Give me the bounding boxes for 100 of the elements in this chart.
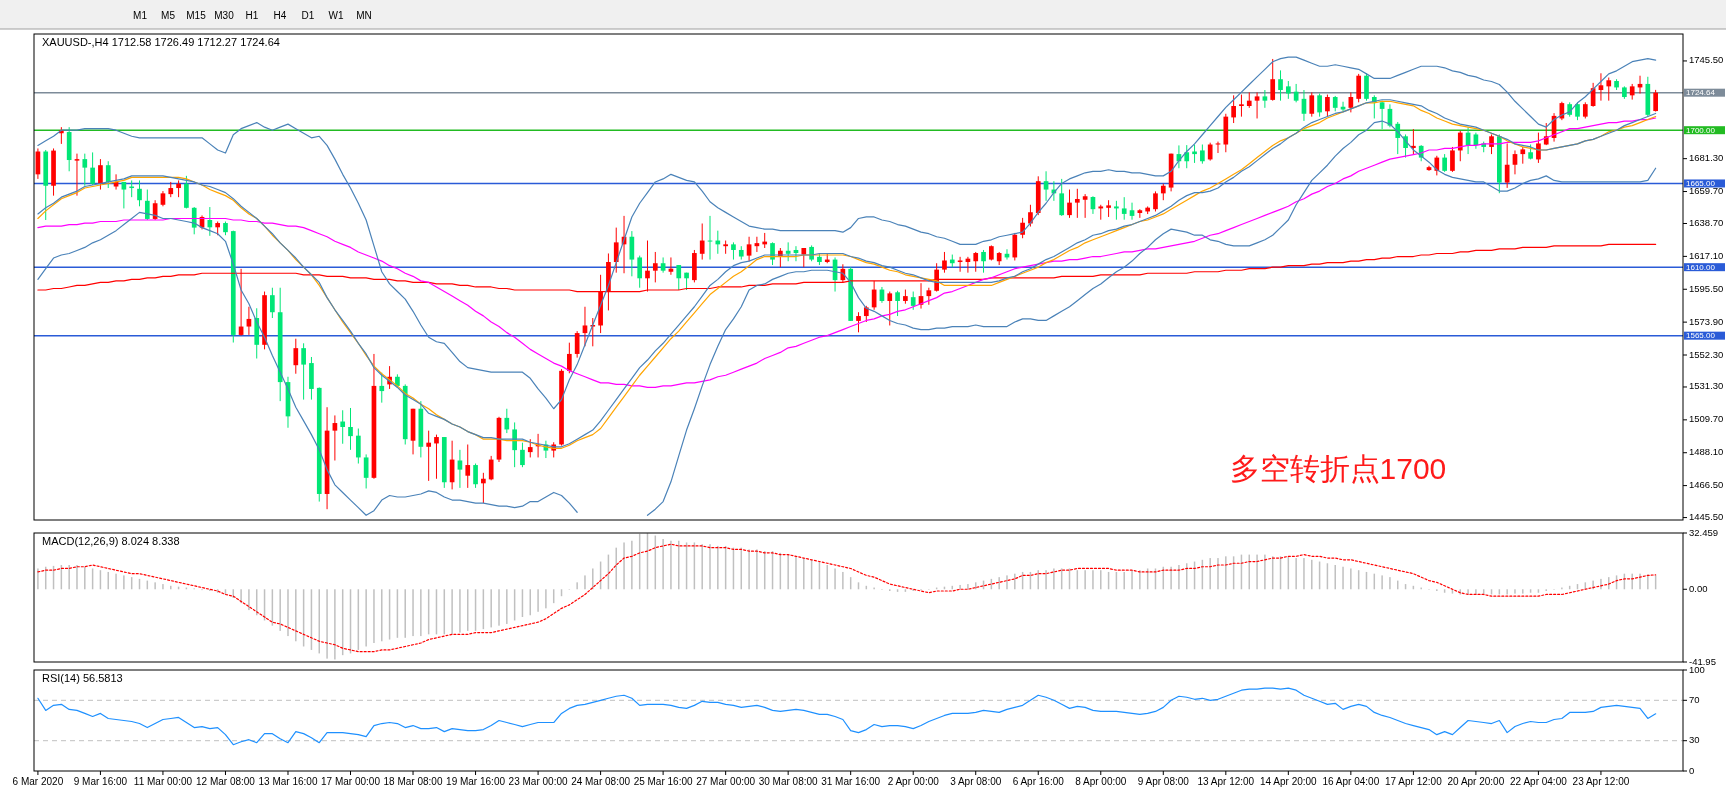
x-tick-label: 8 Apr 00:00 <box>1075 776 1127 787</box>
candlestick <box>1184 144 1190 169</box>
candlestick <box>207 206 213 237</box>
line-series <box>37 687 1657 746</box>
candlestick <box>1325 94 1330 118</box>
line-series <box>37 56 1657 410</box>
x-tick-label: 22 Apr 04:00 <box>1510 776 1568 787</box>
ref-line-label: 1700.00 <box>1686 125 1716 135</box>
candlestick <box>1121 196 1127 221</box>
candlestick <box>746 236 752 262</box>
candlestick <box>1215 141 1221 154</box>
candlestick <box>566 342 572 374</box>
candlestick <box>293 338 299 375</box>
candlestick <box>457 449 463 489</box>
x-tick-label: 20 Apr 20:00 <box>1447 776 1505 787</box>
text: M30 <box>214 10 235 21</box>
candlestick <box>1059 178 1065 217</box>
candlestick <box>1153 190 1158 212</box>
x-tick-label: 13 Mar 16:00 <box>258 776 318 787</box>
candlestick <box>1043 170 1049 202</box>
chart-title: MACD(12,26,9) 8.024 8.338 <box>42 535 180 547</box>
candlestick <box>1028 204 1033 228</box>
candlestick <box>942 251 947 274</box>
candlestick <box>613 227 619 274</box>
text: H4 <box>273 10 287 21</box>
x-tick-label: 17 Apr 12:00 <box>1385 776 1443 787</box>
text: H1 <box>245 10 259 21</box>
candlestick <box>1239 94 1244 118</box>
candlestick <box>1364 72 1369 102</box>
candlestick <box>1270 58 1276 102</box>
candlestick <box>1356 73 1362 103</box>
candlestick <box>1653 89 1658 113</box>
candlestick <box>973 251 979 273</box>
y-tick-label: 70 <box>1689 693 1700 705</box>
candlestick <box>1317 93 1322 118</box>
x-tick-label: 13 Apr 12:00 <box>1197 776 1255 787</box>
candlestick <box>481 472 486 504</box>
x-tick-label: 27 Mar 00:00 <box>696 776 756 787</box>
y-tick-label: 1617.10 <box>1689 249 1724 261</box>
candlestick <box>426 430 432 482</box>
x-tick-label: 31 Mar 16:00 <box>821 776 881 787</box>
candlestick <box>1129 202 1135 221</box>
candlestick <box>1504 142 1510 189</box>
x-tick-label: 9 Mar 16:00 <box>73 776 128 787</box>
x-tick-label: 6 Mar 2020 <box>12 776 64 787</box>
y-tick-label: 1595.50 <box>1689 282 1724 294</box>
x-tick-label: 12 Mar 08:00 <box>196 776 256 787</box>
x-tick-label: 24 Mar 08:00 <box>571 776 631 787</box>
candlestick <box>637 255 643 289</box>
candlestick <box>527 438 533 458</box>
text: M15 <box>186 10 207 21</box>
x-tick-label: 9 Apr 08:00 <box>1137 776 1190 787</box>
candlestick <box>1457 130 1463 162</box>
y-tick-label: 1466.50 <box>1689 479 1724 491</box>
y-tick-label: 1573.90 <box>1689 315 1724 327</box>
candlestick <box>512 421 517 468</box>
text: M1 <box>133 10 148 21</box>
candlestick <box>660 256 666 274</box>
candlestick <box>504 408 510 434</box>
candlestick <box>957 256 963 273</box>
x-tick-label: 3 Apr 08:00 <box>950 776 1002 787</box>
candlestick <box>856 311 861 333</box>
candlestick <box>1434 155 1440 176</box>
x-tick-label: 17 Mar 00:00 <box>321 776 381 787</box>
chart-title: RSI(14) 56.5813 <box>42 672 123 684</box>
candlestick <box>1074 188 1080 219</box>
y-tick-label: 32.459 <box>1689 526 1719 538</box>
y-tick-label: 1552.30 <box>1689 348 1724 360</box>
candlestick <box>301 342 306 401</box>
candlestick <box>1598 72 1604 102</box>
candlestick <box>1606 77 1612 102</box>
y-tick-label: 1445.50 <box>1689 511 1724 523</box>
x-tick-label: 25 Mar 16:00 <box>633 776 694 787</box>
chart-title: XAUUSD-,H4 1712.58 1726.49 1712.27 1724.64 <box>42 36 280 48</box>
text: W1 <box>328 10 344 21</box>
candlestick <box>1536 132 1541 164</box>
x-tick-label: 30 Mar 08:00 <box>758 776 819 787</box>
candlestick <box>1200 144 1205 165</box>
candlestick <box>1411 128 1416 155</box>
candlestick <box>652 251 658 283</box>
candlestick <box>520 442 525 468</box>
y-tick-label: 0.00 <box>1689 582 1708 594</box>
candlestick <box>1450 146 1455 173</box>
candlestick <box>1395 121 1401 155</box>
candlestick <box>1067 189 1072 219</box>
candlestick <box>1254 91 1260 119</box>
candlestick <box>590 317 596 347</box>
x-tick-label: 23 Mar 00:00 <box>508 776 568 787</box>
candlestick <box>74 153 80 197</box>
text: D1 <box>301 10 315 21</box>
candlestick <box>348 407 353 451</box>
ref-line-label: 1724.64 <box>1686 88 1716 98</box>
y-tick-label: 1509.70 <box>1689 413 1724 425</box>
x-tick-label: 19 Mar 16:00 <box>446 776 506 787</box>
candlestick <box>981 249 986 274</box>
candlestick <box>473 463 478 489</box>
x-tick-label: 11 Mar 00:00 <box>133 776 193 787</box>
candlestick <box>105 160 111 189</box>
candlestick <box>270 287 275 319</box>
candlestick <box>676 264 682 291</box>
